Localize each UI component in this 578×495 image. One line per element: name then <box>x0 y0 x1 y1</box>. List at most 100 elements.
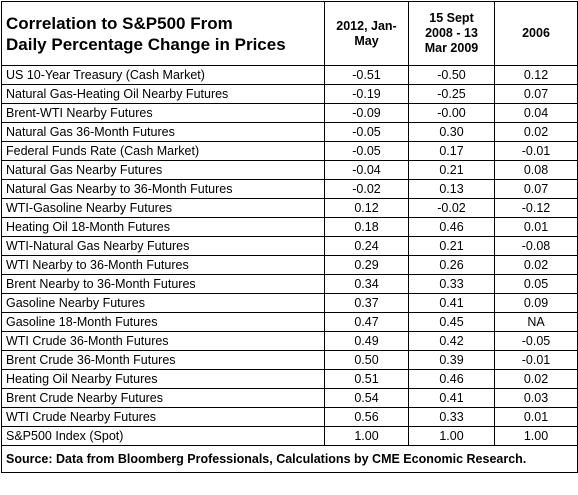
value-2012: -0.19 <box>324 84 409 104</box>
value-2008: 0.33 <box>408 274 495 294</box>
value-2008: 1.00 <box>408 426 495 446</box>
value-2008: 0.21 <box>408 160 495 180</box>
row-label: WTI-Natural Gas Nearby Futures <box>1 236 325 256</box>
value-2006: -0.01 <box>494 350 578 370</box>
title-line-2: Daily Percentage Change in Prices <box>6 34 286 54</box>
value-2008: -0.00 <box>408 103 495 123</box>
value-2006: 0.04 <box>494 103 578 123</box>
table-row: Brent Crude Nearby Futures 0.54 0.41 0.03 <box>1 388 578 408</box>
value-2006: 0.01 <box>494 217 578 237</box>
row-label: S&P500 Index (Spot) <box>1 426 325 446</box>
value-2012: -0.04 <box>324 160 409 180</box>
row-label: WTI Crude Nearby Futures <box>1 407 325 427</box>
table-title: Correlation to S&P500 From Daily Percent… <box>1 1 325 66</box>
table-row: Natural Gas-Heating Oil Nearby Futures -0… <box>1 84 578 104</box>
row-label: Heating Oil Nearby Futures <box>1 369 325 389</box>
value-2006: 0.07 <box>494 179 578 199</box>
table-row: WTI Nearby to 36-Month Futures 0.29 0.26 0.… <box>1 255 578 275</box>
header-row: Correlation to S&P500 From Daily Percent… <box>1 1 578 66</box>
col-header-2008: 15 Sept 2008 - 13 Mar 2009 <box>408 1 495 66</box>
col-header-2012-line-2: May <box>354 33 379 48</box>
value-2012: 0.24 <box>324 236 409 256</box>
value-2012: 0.18 <box>324 217 409 237</box>
row-label: WTI-Gasoline Nearby Futures <box>1 198 325 218</box>
value-2012: 0.51 <box>324 369 409 389</box>
row-label: Heating Oil 18-Month Futures <box>1 217 325 237</box>
value-2012: -0.09 <box>324 103 409 123</box>
col-header-2008-line-2: 2008 - 13 <box>425 26 478 40</box>
source-note: Source: Data from Bloomberg Professional… <box>1 445 578 473</box>
value-2008: -0.02 <box>408 198 495 218</box>
table-row: Gasoline Nearby Futures 0.37 0.41 0.09 <box>1 293 578 313</box>
table-row: Federal Funds Rate (Cash Market) -0.05 0.1… <box>1 141 578 161</box>
value-2006: 0.09 <box>494 293 578 313</box>
table-row: Brent Crude 36-Month Futures 0.50 0.39 -0.0… <box>1 350 578 370</box>
correlation-table: Correlation to S&P500 From Daily Percent… <box>1 1 578 473</box>
value-2008: -0.50 <box>408 65 495 85</box>
table-row: WTI Crude 36-Month Futures 0.49 0.42 -0.05 <box>1 331 578 351</box>
value-2006: 0.08 <box>494 160 578 180</box>
value-2006: 1.00 <box>494 426 578 446</box>
value-2008: 0.17 <box>408 141 495 161</box>
value-2012: 0.34 <box>324 274 409 294</box>
value-2008: 0.39 <box>408 350 495 370</box>
value-2012: -0.51 <box>324 65 409 85</box>
value-2006: -0.08 <box>494 236 578 256</box>
row-label: Natural Gas 36-Month Futures <box>1 122 325 142</box>
value-2006: 0.07 <box>494 84 578 104</box>
value-2008: 0.42 <box>408 331 495 351</box>
row-label: Brent Nearby to 36-Month Futures <box>1 274 325 294</box>
row-label: US 10-Year Treasury (Cash Market) <box>1 65 325 85</box>
row-label: WTI Nearby to 36-Month Futures <box>1 255 325 275</box>
table-row: S&P500 Index (Spot) 1.00 1.00 1.00 <box>1 426 578 446</box>
table-row: Natural Gas Nearby to 36-Month Futures -0… <box>1 179 578 199</box>
value-2006: 0.12 <box>494 65 578 85</box>
value-2008: 0.41 <box>408 388 495 408</box>
row-label: Brent Crude 36-Month Futures <box>1 350 325 370</box>
row-label: Gasoline Nearby Futures <box>1 293 325 313</box>
col-header-2006: 2006 <box>494 1 578 66</box>
value-2006: -0.12 <box>494 198 578 218</box>
value-2012: -0.05 <box>324 122 409 142</box>
title-line-1: Correlation to S&P500 From <box>6 13 233 33</box>
value-2012: -0.02 <box>324 179 409 199</box>
row-label: Natural Gas Nearby to 36-Month Futures <box>1 179 325 199</box>
value-2012: 0.56 <box>324 407 409 427</box>
value-2012: 0.50 <box>324 350 409 370</box>
value-2012: 0.49 <box>324 331 409 351</box>
value-2008: 0.41 <box>408 293 495 313</box>
value-2008: -0.25 <box>408 84 495 104</box>
value-2012: 0.12 <box>324 198 409 218</box>
table-row: Natural Gas Nearby Futures -0.04 0.21 0.08 <box>1 160 578 180</box>
row-label: Brent-WTI Nearby Futures <box>1 103 325 123</box>
value-2006: NA <box>494 312 578 332</box>
col-header-2008-line-3: Mar 2009 <box>424 41 479 55</box>
value-2012: 1.00 <box>324 426 409 446</box>
row-label: WTI Crude 36-Month Futures <box>1 331 325 351</box>
row-label: Gasoline 18-Month Futures <box>1 312 325 332</box>
row-label: Federal Funds Rate (Cash Market) <box>1 141 325 161</box>
table-row: Brent Nearby to 36-Month Futures 0.34 0.33… <box>1 274 578 294</box>
value-2012: 0.54 <box>324 388 409 408</box>
table-row: WTI Crude Nearby Futures 0.56 0.33 0.01 <box>1 407 578 427</box>
table-body: US 10-Year Treasury (Cash Market) -0.51 -0… <box>1 65 578 446</box>
value-2012: 0.37 <box>324 293 409 313</box>
value-2006: -0.05 <box>494 331 578 351</box>
value-2006: 0.02 <box>494 122 578 142</box>
value-2012: 0.29 <box>324 255 409 275</box>
row-label: Brent Crude Nearby Futures <box>1 388 325 408</box>
col-header-2008-line-1: 15 Sept <box>429 11 474 25</box>
table-row: Brent-WTI Nearby Futures -0.09 -0.00 0.04 <box>1 103 578 123</box>
value-2006: -0.01 <box>494 141 578 161</box>
value-2006: 0.01 <box>494 407 578 427</box>
value-2012: -0.05 <box>324 141 409 161</box>
table-row: US 10-Year Treasury (Cash Market) -0.51 -0… <box>1 65 578 85</box>
row-label: Natural Gas-Heating Oil Nearby Futures <box>1 84 325 104</box>
table-row: Natural Gas 36-Month Futures -0.05 0.30 0.0… <box>1 122 578 142</box>
value-2008: 0.26 <box>408 255 495 275</box>
value-2006: 0.02 <box>494 255 578 275</box>
value-2008: 0.33 <box>408 407 495 427</box>
value-2008: 0.46 <box>408 369 495 389</box>
value-2008: 0.13 <box>408 179 495 199</box>
